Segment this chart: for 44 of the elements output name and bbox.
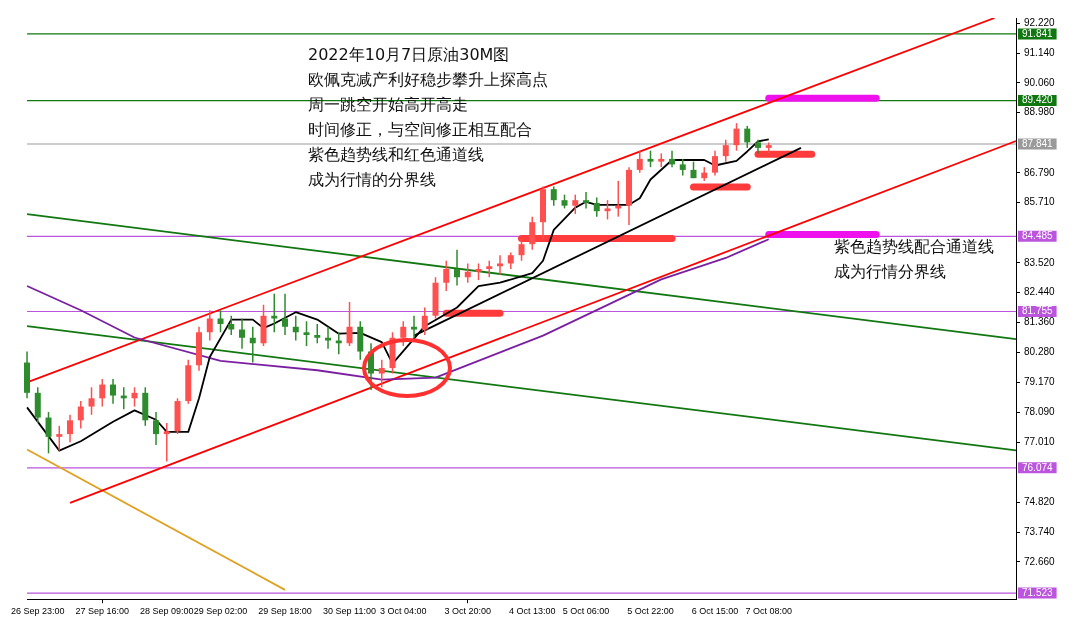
y-tick-label: 81.360 — [1024, 316, 1056, 328]
x-tick-label: 7 Oct 08:00 — [745, 606, 793, 617]
annotation: 时间修正，与空间修正相互配合 — [308, 119, 533, 141]
x-tick-label: 3 Oct 20:00 — [444, 606, 492, 617]
ref-line-label: 71.523 — [1022, 586, 1054, 598]
x-tick-label: 3 Oct 04:00 — [380, 606, 427, 617]
y-tick-label: 92.220 — [1024, 17, 1056, 29]
annotation: 欧佩克减产利好稳步攀升上探高点 — [308, 69, 548, 91]
y-tick-label: 72.660 — [1024, 555, 1056, 567]
y-tick-label: 91.140 — [1024, 46, 1056, 58]
ref-line-label: 87.841 — [1022, 137, 1054, 149]
y-tick-label: 90.060 — [1024, 76, 1056, 88]
y-tick-label: 82.440 — [1024, 286, 1056, 298]
y-tick-label: 88.980 — [1024, 106, 1056, 118]
y-tick-label: 78.090 — [1024, 406, 1056, 418]
ref-line-label: 76.074 — [1022, 461, 1054, 473]
y-tick-label: 86.790 — [1024, 166, 1056, 178]
annotation: 成为行情分界线 — [834, 261, 947, 283]
ref-line-label: 89.420 — [1022, 94, 1054, 106]
y-tick-label: 73.740 — [1024, 525, 1056, 537]
x-tick-label: 26 Sep 23:00 — [10, 606, 65, 617]
x-tick-label: 27 Sep 16:00 — [75, 606, 130, 617]
y-tick-label: 79.170 — [1024, 376, 1056, 388]
x-tick-label: 6 Oct 15:00 — [691, 606, 739, 617]
x-tick-label: 5 Oct 06:00 — [562, 606, 610, 617]
y-tick-label: 85.710 — [1024, 196, 1056, 208]
x-tick-label: 5 Oct 22:00 — [627, 606, 674, 617]
y-tick-label: 77.010 — [1024, 435, 1056, 447]
x-tick-label: 29 Sep 18:00 — [258, 606, 312, 617]
y-tick-label: 83.520 — [1024, 256, 1056, 268]
ref-line-label: 91.841 — [1022, 27, 1054, 39]
x-tick-label: 30 Sep 11:00 — [323, 606, 376, 617]
y-tick-label: 80.280 — [1024, 345, 1056, 357]
x-tick-label: 4 Oct 13:00 — [509, 606, 556, 617]
x-tick-label: 29 Sep 02:00 — [193, 606, 248, 617]
annotation: 周一跳空开始高开高走 — [308, 94, 469, 116]
y-tick-label: 74.820 — [1024, 496, 1056, 508]
ref-line-label: 81.755 — [1022, 305, 1054, 317]
ref-line-label: 84.485 — [1022, 230, 1054, 242]
annotation: 紫色趋势线和红色通道线 — [308, 144, 485, 166]
annotation: 成为行情的分界线 — [308, 169, 437, 191]
annotation: 紫色趋势线配合通道线 — [834, 236, 994, 258]
x-tick-label: 28 Sep 09:00 — [139, 606, 194, 617]
text: 2022年10月7日原油30M图 — [308, 44, 511, 66]
